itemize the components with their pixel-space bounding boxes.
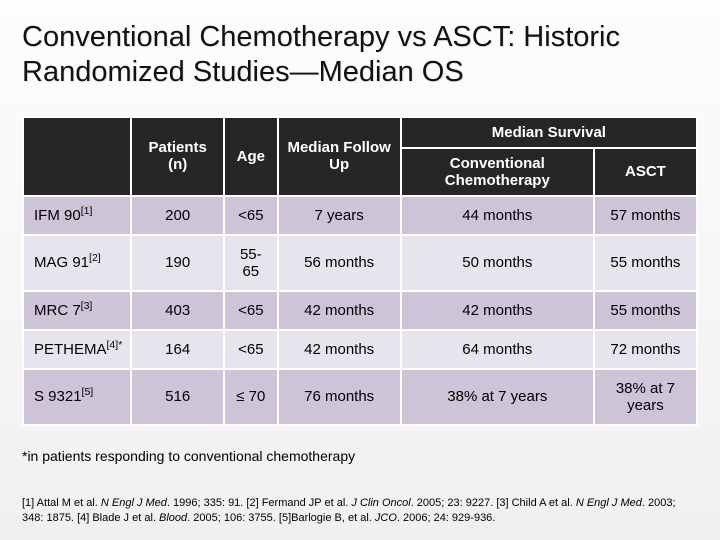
age-cell: <65 (224, 330, 277, 369)
study-cell: S 9321[5] (23, 369, 131, 425)
study-cell: MAG 91[2] (23, 235, 131, 291)
age-cell: ≤ 70 (224, 369, 277, 425)
slide-title: Conventional Chemotherapy vs ASCT: Histo… (22, 20, 698, 90)
table-row: IFM 90[1] 200 <65 7 years 44 months 57 m… (23, 196, 697, 235)
asct-cell: 72 months (594, 330, 697, 369)
followup-cell: 42 months (278, 330, 401, 369)
col-study (23, 117, 131, 196)
table-row: PETHEMA[4]* 164 <65 42 months 64 months … (23, 330, 697, 369)
study-cell: PETHEMA[4]* (23, 330, 131, 369)
col-age: Age (224, 117, 277, 196)
asct-cell: 57 months (594, 196, 697, 235)
col-asct: ASCT (594, 148, 697, 196)
conv-cell: 38% at 7 years (401, 369, 594, 425)
asct-cell: 38% at 7 years (594, 369, 697, 425)
followup-cell: 76 months (278, 369, 401, 425)
patients-cell: 190 (131, 235, 224, 291)
conv-cell: 64 months (401, 330, 594, 369)
study-cell: MRC 7[3] (23, 291, 131, 330)
asct-cell: 55 months (594, 235, 697, 291)
col-survival-group: Median Survival (401, 117, 697, 148)
footnote: *in patients responding to conventional … (22, 448, 698, 464)
table-row: MRC 7[3] 403 <65 42 months 42 months 55 … (23, 291, 697, 330)
patients-cell: 516 (131, 369, 224, 425)
patients-cell: 164 (131, 330, 224, 369)
patients-cell: 403 (131, 291, 224, 330)
study-cell: IFM 90[1] (23, 196, 131, 235)
asct-cell: 55 months (594, 291, 697, 330)
followup-cell: 56 months (278, 235, 401, 291)
slide: Conventional Chemotherapy vs ASCT: Histo… (0, 0, 720, 540)
col-conventional: Conventional Chemotherapy (401, 148, 594, 196)
conv-cell: 50 months (401, 235, 594, 291)
age-cell: <65 (224, 196, 277, 235)
followup-cell: 42 months (278, 291, 401, 330)
references: [1] Attal M et al. N Engl J Med. 1996; 3… (22, 496, 698, 532)
table-row: S 9321[5] 516 ≤ 70 76 months 38% at 7 ye… (23, 369, 697, 425)
conv-cell: 44 months (401, 196, 594, 235)
followup-cell: 7 years (278, 196, 401, 235)
conv-cell: 42 months (401, 291, 594, 330)
col-followup: Median Follow Up (278, 117, 401, 196)
table-row: MAG 91[2] 190 55-65 56 months 50 months … (23, 235, 697, 291)
col-patients: Patients (n) (131, 117, 224, 196)
studies-table: Patients (n) Age Median Follow Up Median… (22, 116, 698, 426)
patients-cell: 200 (131, 196, 224, 235)
age-cell: 55-65 (224, 235, 277, 291)
age-cell: <65 (224, 291, 277, 330)
